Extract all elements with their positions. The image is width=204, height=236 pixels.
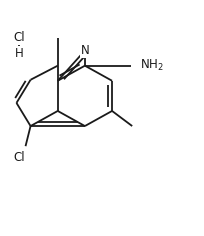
Text: NH$_2$: NH$_2$ [140, 58, 164, 73]
Text: N: N [81, 44, 89, 57]
Text: H: H [15, 47, 24, 60]
Text: Cl: Cl [14, 151, 25, 164]
Text: Cl: Cl [14, 31, 25, 44]
